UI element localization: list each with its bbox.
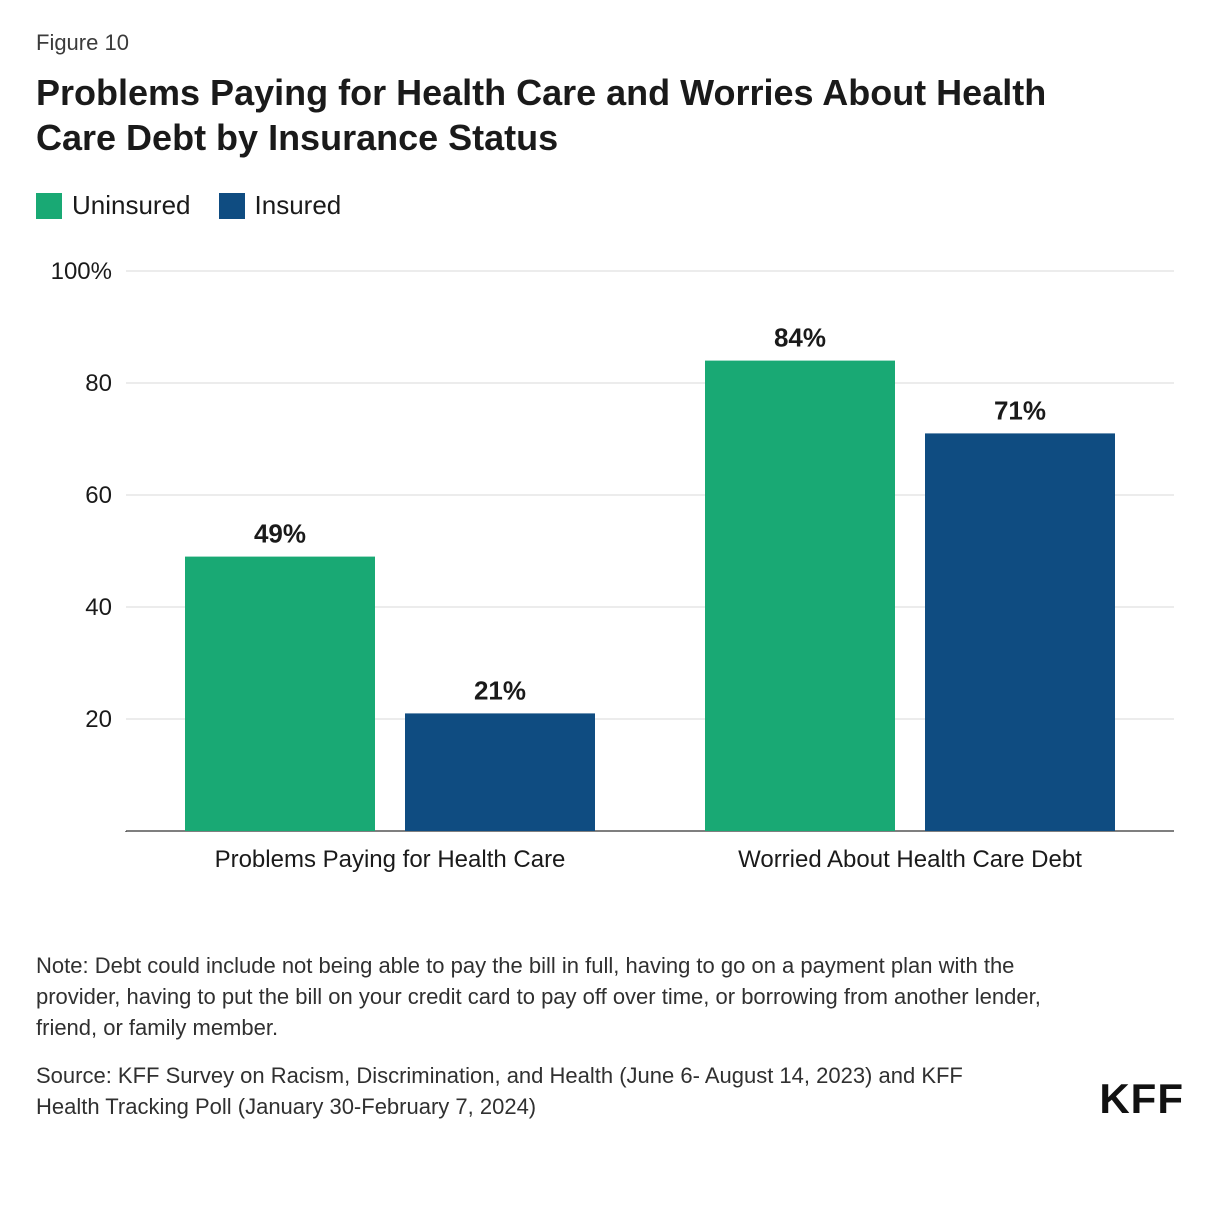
- kff-logo: KFF: [1099, 1075, 1184, 1123]
- note-text: Note: Debt could include not being able …: [36, 951, 1056, 1043]
- figure-number: Figure 10: [36, 30, 1184, 56]
- svg-text:60: 60: [85, 482, 112, 509]
- bar: [925, 433, 1115, 831]
- bar-value-label: 84%: [774, 323, 826, 353]
- legend-item-insured: Insured: [219, 190, 342, 221]
- svg-text:40: 40: [85, 594, 112, 621]
- figure-container: Figure 10 Problems Paying for Health Car…: [0, 0, 1220, 1153]
- bar-value-label: 49%: [254, 519, 306, 549]
- category-label: Problems Paying for Health Care: [215, 846, 566, 873]
- legend-label-insured: Insured: [255, 190, 342, 221]
- source-row: Source: KFF Survey on Racism, Discrimina…: [36, 1061, 1184, 1123]
- svg-text:80: 80: [85, 370, 112, 397]
- svg-text:100%: 100%: [51, 258, 112, 285]
- legend-swatch-insured: [219, 193, 245, 219]
- source-text: Source: KFF Survey on Racism, Discrimina…: [36, 1061, 1016, 1123]
- bar: [185, 557, 375, 831]
- legend-label-uninsured: Uninsured: [72, 190, 191, 221]
- figure-title: Problems Paying for Health Care and Worr…: [36, 70, 1136, 160]
- bar-value-label: 21%: [474, 675, 526, 705]
- bar: [405, 713, 595, 831]
- chart-svg: 20 40 60 80 100% 49% 21% Problems Paying for He…: [36, 251, 1184, 891]
- legend: Uninsured Insured: [36, 190, 1184, 221]
- legend-swatch-uninsured: [36, 193, 62, 219]
- bar: [705, 361, 895, 831]
- category-label: Worried About Health Care Debt: [738, 846, 1082, 873]
- legend-item-uninsured: Uninsured: [36, 190, 191, 221]
- svg-text:20: 20: [85, 706, 112, 733]
- bar-value-label: 71%: [994, 395, 1046, 425]
- bar-chart: 20 40 60 80 100% 49% 21% Problems Paying for He…: [36, 251, 1184, 891]
